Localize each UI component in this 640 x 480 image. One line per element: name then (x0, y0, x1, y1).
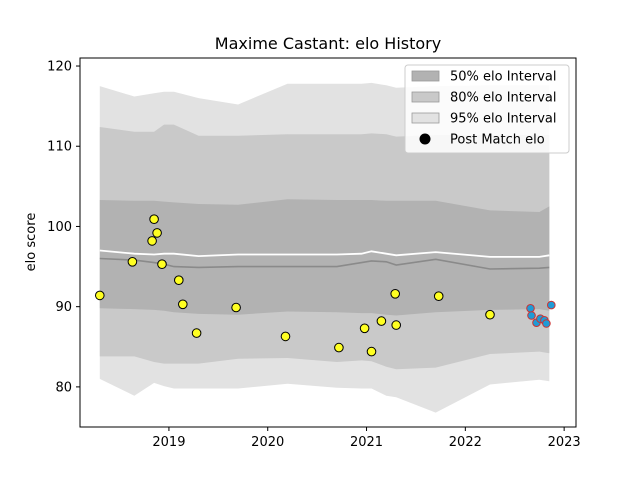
post-match-elo-point (157, 259, 167, 270)
legend-marker (419, 133, 431, 145)
chart-legend: 50% elo Interval 80% elo Interval 95% elo … (404, 64, 570, 154)
post-match-elo-point (391, 320, 402, 330)
legend-label: 80% elo Interval (450, 91, 557, 106)
x-tick-label: 2021 (350, 435, 383, 450)
x-tick-label: 2019 (152, 435, 185, 450)
post-match-elo-point (174, 275, 184, 286)
mean-elo-line (99, 249, 550, 258)
x-tick-label: 2020 (251, 435, 284, 450)
recent-match-elo-point (526, 304, 535, 313)
post-match-elo-point (178, 299, 188, 310)
post-match-elo-point (95, 290, 105, 301)
post-match-points (95, 214, 556, 357)
legend-label: Post Match elo (450, 133, 545, 148)
chart-title: Maxime Castant: elo History (215, 34, 441, 53)
legend-swatch (411, 70, 440, 82)
y-tick-label: 80 (55, 380, 72, 395)
post-match-elo-point (231, 302, 241, 313)
y-tick-label: 100 (47, 220, 72, 235)
legend-swatch (411, 112, 440, 124)
plot-frame (79, 57, 577, 428)
post-match-elo-point (376, 316, 387, 326)
elo-interval-bands (99, 82, 550, 413)
post-match-elo-point (147, 236, 157, 246)
post-match-elo-point (366, 346, 377, 357)
legend-box (404, 64, 570, 154)
y-tick-label: 110 (47, 140, 72, 155)
x-axis-ticks: 2019 2020 2021 2022 2023 (152, 427, 581, 450)
x-tick-label: 2023 (548, 435, 581, 450)
post-match-elo-point (280, 331, 291, 342)
y-axis-ticks: 80 90 100 110 120 (47, 60, 80, 395)
recent-match-elo-point (542, 319, 551, 328)
post-match-elo-point (485, 309, 495, 320)
post-match-elo-point (152, 228, 162, 238)
legend-label: 50% elo Interval (450, 70, 557, 85)
post-match-elo-point (191, 328, 202, 338)
y-axis-label: elo score (24, 213, 39, 272)
x-tick-label: 2022 (449, 435, 482, 450)
post-match-elo-point (359, 323, 370, 334)
recent-match-elo-point (527, 311, 536, 320)
post-match-elo-point (127, 257, 138, 267)
legend-swatch (411, 91, 440, 103)
elo-50-interval-band (99, 199, 550, 316)
y-tick-label: 90 (55, 300, 72, 315)
recent-match-elo-point (547, 300, 556, 310)
post-match-elo-point (433, 291, 444, 302)
y-tick-label: 120 (47, 60, 72, 75)
post-match-elo-point (149, 214, 159, 224)
post-match-elo-point (390, 289, 401, 299)
legend-label: 95% elo Interval (450, 112, 557, 127)
post-match-elo-point (334, 342, 344, 353)
